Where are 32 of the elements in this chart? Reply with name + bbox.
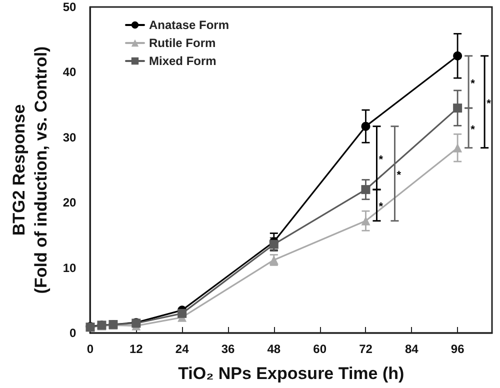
x-tick-label: 12 xyxy=(129,342,144,356)
x-tick-label: 84 xyxy=(404,342,419,356)
annotation: * xyxy=(470,124,476,136)
annotation: * xyxy=(486,98,492,110)
x-tick-label: 96 xyxy=(450,342,465,356)
point xyxy=(269,240,278,249)
y-tick-label: 0 xyxy=(70,326,77,340)
annotation: * xyxy=(470,78,476,90)
point xyxy=(453,51,462,60)
annotation: * xyxy=(378,201,384,214)
annotation: * xyxy=(396,170,402,182)
x-tick-label: 36 xyxy=(221,342,235,356)
y-tick-label: 20 xyxy=(62,196,77,210)
y-tick-label: 50 xyxy=(62,0,77,14)
y-tick-label: 40 xyxy=(62,65,77,80)
x-tick-label: 0 xyxy=(86,342,94,356)
y-axis-title: BTG2 Response (Fold of induction, vs. Control) xyxy=(10,46,50,294)
annotation: * xyxy=(378,154,384,166)
x-tick-label: 60 xyxy=(313,342,327,356)
legend-label: Mixed Form xyxy=(149,54,216,68)
x-tick-label: 24 xyxy=(175,342,190,356)
x-tick-label: 48 xyxy=(267,342,281,356)
point xyxy=(178,308,187,318)
legend-label: Rutile Form xyxy=(149,36,216,50)
point xyxy=(361,122,370,131)
point xyxy=(361,185,370,194)
y-tick-label: 10 xyxy=(62,260,77,275)
point xyxy=(453,104,462,113)
y-tick-label: 30 xyxy=(62,130,77,144)
x-tick-label: 72 xyxy=(359,342,373,356)
legend-label: Anatase Form xyxy=(149,18,230,32)
x-axis-title: TiO₂ NPs Exposure Time (h) xyxy=(178,364,404,383)
